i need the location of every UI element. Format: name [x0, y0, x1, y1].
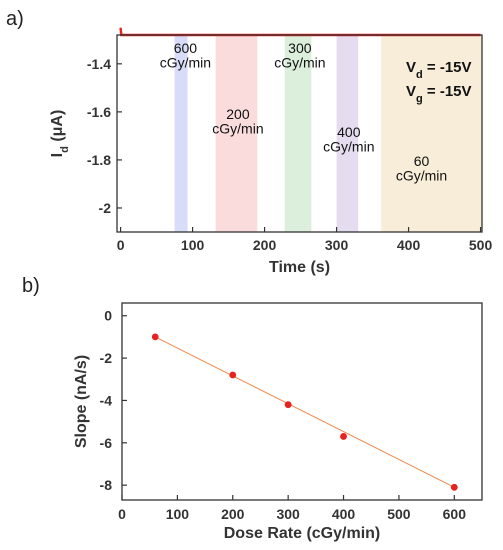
- x-tick-label: 0: [118, 506, 126, 522]
- dose-band: [381, 35, 482, 232]
- dose-rate-label: cGy/min: [274, 54, 325, 70]
- x-tick-label: 0: [117, 237, 125, 253]
- linear-fit-line: [155, 336, 455, 488]
- panel-b-x-axis-title: Dose Rate (cGy/min): [224, 525, 380, 542]
- dose-band: [215, 35, 258, 232]
- y-tick-label: -1.8: [87, 152, 111, 168]
- dose-labels: 600cGy/min200cGy/min300cGy/min400cGy/min…: [160, 40, 447, 183]
- x-tick-label: 300: [276, 506, 300, 522]
- dose-rate-label: cGy/min: [323, 139, 374, 155]
- y-tick-label: -2: [100, 350, 113, 366]
- dose-band: [284, 35, 312, 232]
- current-trace: [119, 27, 481, 37]
- y-tick-label: -6: [100, 435, 113, 451]
- y-tick-label: -1.6: [87, 104, 111, 120]
- panel-a-plot: 0 100 200 300 400 500-1.4-1.6-1.8-2 600cGy/mi…: [49, 27, 493, 276]
- data-point: [284, 401, 292, 409]
- dose-rate-label: cGy/min: [212, 121, 263, 137]
- dose-band: [336, 35, 359, 232]
- data-point: [340, 433, 347, 440]
- bias-voltage-label: Vg = -15V: [406, 83, 472, 105]
- dose-rate-label: 60: [414, 153, 430, 169]
- data-points: [151, 333, 458, 491]
- x-tick-label: 400: [332, 506, 356, 522]
- dose-rate-label: 600: [174, 40, 198, 56]
- y-tick-label: 0: [104, 308, 112, 324]
- panel-b-frame: [121, 302, 483, 501]
- panel-a-y-axis-title: Id (μA): [49, 110, 71, 158]
- panel-b-plot: 0 100 200 300 400 500 600 0 -2 -4 -6 -8 Dose Rate (…: [73, 302, 483, 542]
- data-point: [229, 371, 237, 379]
- y-tick-label: -8: [100, 477, 113, 493]
- dose-band: [174, 35, 188, 232]
- x-tick-label: 100: [166, 506, 190, 522]
- x-tick-label: 300: [325, 237, 349, 253]
- panel-a-frame: [116, 34, 483, 233]
- dose-rate-label: cGy/min: [160, 54, 211, 70]
- x-tick-label: 500: [387, 506, 411, 522]
- y-tick-label: -4: [100, 392, 113, 408]
- y-tick-label: -1.4: [87, 56, 111, 72]
- panel-a-x-axis-title: Time (s): [269, 259, 330, 276]
- dose-rate-label: 300: [288, 40, 312, 56]
- x-tick-label: 100: [181, 237, 205, 253]
- data-point: [151, 333, 159, 341]
- x-tick-label: 200: [253, 237, 277, 253]
- panel-b-label: b): [22, 275, 40, 297]
- x-tick-label: 400: [397, 237, 421, 253]
- dose-rate-label: cGy/min: [396, 167, 447, 183]
- x-tick-label: 600: [443, 506, 467, 522]
- dose-bands: [174, 35, 482, 232]
- panel-b-y-axis-title: Slope (nA/s): [73, 355, 90, 448]
- dose-rate-label: 200: [226, 106, 250, 122]
- dose-rate-label: 400: [337, 124, 361, 140]
- panel-a-label: a): [6, 8, 24, 30]
- x-tick-label: 500: [469, 237, 493, 253]
- bias-voltage-label: Vd = -15V: [406, 59, 472, 81]
- x-tick-label: 200: [221, 506, 245, 522]
- y-tick-label: -2: [99, 200, 112, 216]
- data-point: [450, 483, 458, 491]
